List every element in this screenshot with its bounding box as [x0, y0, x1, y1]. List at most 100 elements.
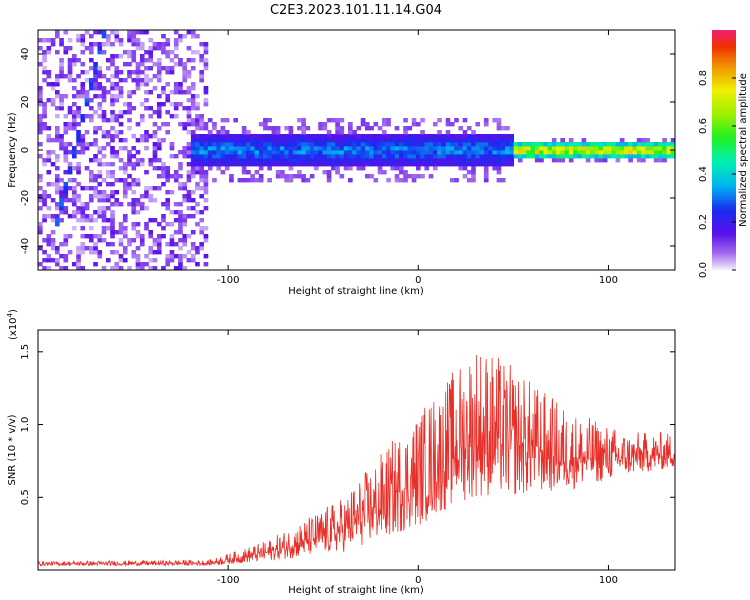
spectrogram-cell — [170, 58, 175, 62]
spectrogram-cell — [586, 146, 591, 150]
spectrogram-cell — [191, 174, 196, 178]
spectrogram-cell — [80, 246, 85, 250]
spectrogram-cell — [153, 130, 158, 134]
spectrogram-cell — [63, 254, 68, 258]
spectrogram-cell — [416, 146, 421, 150]
spectrogram-cell — [238, 178, 243, 182]
spectrogram-cell — [42, 126, 47, 130]
spectrogram-cell — [509, 146, 514, 150]
spectrogram-cell — [59, 138, 64, 142]
spectrogram-cell — [153, 242, 158, 246]
spectrogram-cell — [365, 154, 370, 158]
spectrogram-cell — [280, 138, 285, 142]
spectrogram-cell — [38, 222, 43, 226]
spectrogram-cell — [310, 138, 315, 142]
spectrogram-cell — [373, 162, 378, 166]
spectrogram-cell — [161, 138, 166, 142]
spectrogram-cell — [165, 258, 170, 262]
spectrogram-cell — [46, 206, 51, 210]
spectrogram-cell — [637, 142, 642, 146]
spectrogram-cell — [195, 146, 200, 150]
x-tick-label: -100 — [217, 575, 240, 586]
spectrogram-cell — [369, 174, 374, 178]
spectrogram-cell — [297, 170, 302, 174]
colorbar-label: Normalized spectral amplitude — [738, 73, 749, 227]
spectrogram-cell — [323, 162, 328, 166]
spectrogram-cell — [424, 166, 429, 170]
spectrogram-cell — [318, 138, 323, 142]
spectrogram-cell — [46, 170, 51, 174]
spectrogram-cell — [373, 158, 378, 162]
spectrogram-cell — [399, 146, 404, 150]
spectrogram-cell — [165, 242, 170, 246]
spectrogram-cell — [42, 218, 47, 222]
spectrogram-cell — [212, 126, 217, 130]
spectrogram-cell — [59, 206, 64, 210]
spectrogram-cell — [119, 86, 124, 90]
spectrogram-cell — [628, 158, 633, 162]
spectrogram-cell — [263, 134, 268, 138]
spectrogram-cell — [216, 142, 221, 146]
spectrogram-cell — [420, 162, 425, 166]
spectrogram-cell — [284, 138, 289, 142]
spectrogram-cell — [492, 158, 497, 162]
spectrogram-cell — [505, 162, 510, 166]
spectrogram-cell — [89, 234, 94, 238]
spectrogram-cell — [289, 134, 294, 138]
spectrogram-cell — [314, 166, 319, 170]
spectrogram-cell — [543, 154, 548, 158]
spectrogram-cell — [344, 142, 349, 146]
y-tick-label: -40 — [20, 238, 31, 254]
spectrogram-cell — [59, 146, 64, 150]
spectrogram-cell — [365, 158, 370, 162]
spectrogram-cell — [225, 158, 230, 162]
spectrogram-cell — [471, 170, 476, 174]
spectrogram-cell — [161, 34, 166, 38]
spectrogram-cell — [174, 62, 179, 66]
spectrogram-cell — [55, 50, 60, 54]
spectrogram-cell — [131, 162, 136, 166]
spectrogram-cell — [212, 162, 217, 166]
spectrogram-cell — [327, 178, 332, 182]
spectrogram-cell — [318, 158, 323, 162]
spectrogram-cell — [340, 126, 345, 130]
spectrogram-cell — [127, 30, 132, 34]
spectrogram-cell — [246, 146, 251, 150]
spectrogram-cell — [123, 214, 128, 218]
spectrogram-cell — [212, 142, 217, 146]
spectrogram-cell — [51, 214, 56, 218]
spectrogram-cell — [123, 138, 128, 142]
spectrogram-cell — [492, 154, 497, 158]
spectrogram-cell — [475, 150, 480, 154]
spectrogram-cell — [620, 142, 625, 146]
spectrogram-cell — [204, 122, 209, 126]
spectrogram-cell — [225, 146, 230, 150]
spectrogram-cell — [178, 258, 183, 262]
spectrogram-cell — [38, 198, 43, 202]
spectrogram-cell — [407, 158, 412, 162]
spectrogram-cell — [284, 142, 289, 146]
spectrogram-cell — [72, 54, 77, 58]
spectrogram-cell — [467, 126, 472, 130]
spectrogram-cell — [89, 98, 94, 102]
spectrogram-cell — [238, 134, 243, 138]
spectrogram-cell — [475, 154, 480, 158]
spectrogram-cell — [246, 158, 251, 162]
spectrogram-cell — [136, 66, 141, 70]
spectrogram-cell — [161, 170, 166, 174]
spectrogram-cell — [63, 186, 68, 190]
spectrogram-cell — [250, 134, 255, 138]
spectrogram-cell — [85, 146, 90, 150]
spectrogram-cell — [488, 158, 493, 162]
spectrogram-cell — [80, 202, 85, 206]
spectrogram-cell — [195, 154, 200, 158]
spectrogram-cell — [255, 138, 260, 142]
spectrogram-cell — [140, 54, 145, 58]
spectrogram-cell — [480, 162, 485, 166]
spectrogram-cell — [80, 90, 85, 94]
spectrogram-cell — [93, 218, 98, 222]
spectrogram-cell — [323, 134, 328, 138]
spectrogram-cell — [204, 134, 209, 138]
spectrogram-cell — [182, 122, 187, 126]
spectrogram-cell — [187, 110, 192, 114]
